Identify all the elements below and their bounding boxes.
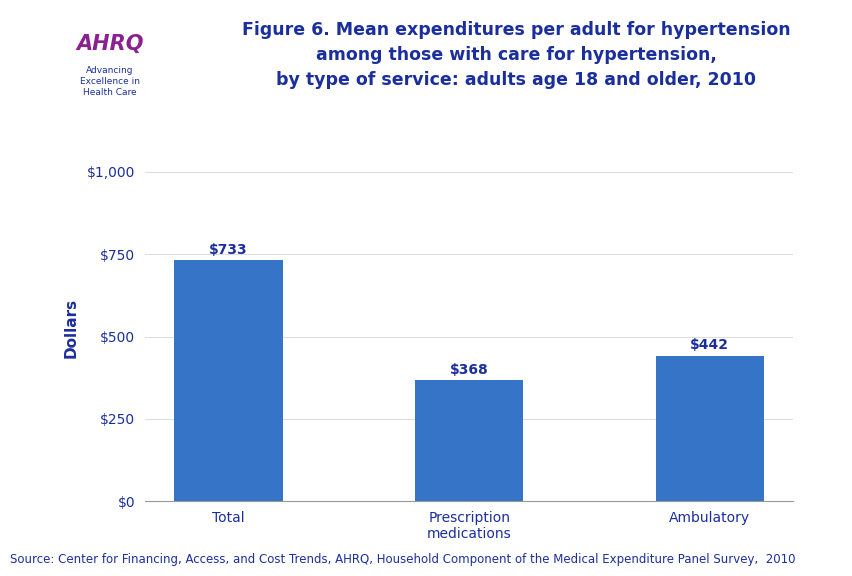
Text: Figure 6. Mean expenditures per adult for hypertension
among those with care for: Figure 6. Mean expenditures per adult fo…: [241, 21, 790, 89]
Bar: [415, 380, 522, 501]
Text: Advancing
Excellence in
Health Care: Advancing Excellence in Health Care: [80, 66, 140, 97]
Text: $442: $442: [689, 338, 728, 353]
Text: $368: $368: [449, 363, 488, 377]
Y-axis label: Dollars: Dollars: [64, 298, 78, 358]
Text: AHRQ: AHRQ: [76, 34, 144, 54]
Text: Source: Center for Financing, Access, and Cost Trends, AHRQ, Household Component: Source: Center for Financing, Access, an…: [10, 552, 795, 566]
Text: $733: $733: [209, 242, 248, 256]
Bar: [655, 355, 763, 501]
Bar: [175, 260, 282, 501]
